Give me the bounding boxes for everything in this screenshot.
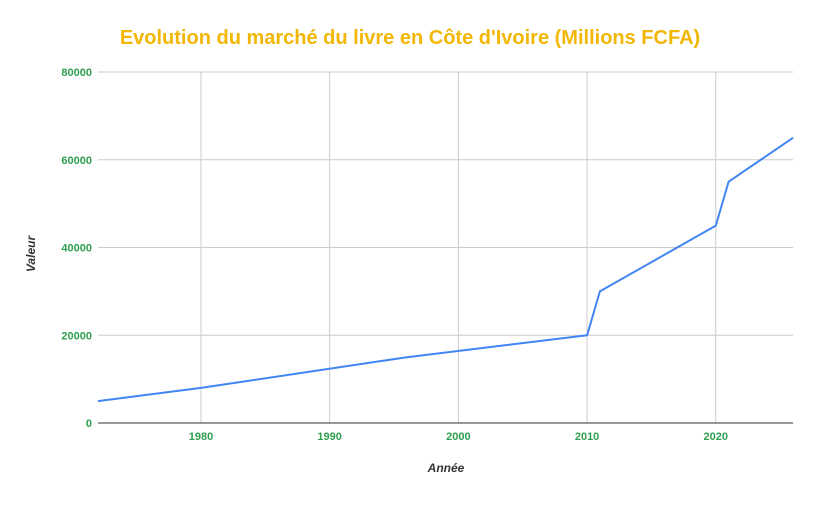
x-tick-label: 1990 [317, 431, 341, 443]
x-tick-label: 1980 [189, 431, 213, 443]
x-axis-label: Année [427, 461, 465, 475]
chart-title: Evolution du marché du livre en Côte d'I… [120, 27, 700, 49]
x-tick-label: 2020 [704, 431, 728, 443]
x-axis-ticks: 1980 1990 2000 2010 2020 [189, 431, 728, 443]
x-tick-label: 2000 [446, 431, 470, 443]
y-tick-label: 20000 [61, 330, 92, 342]
y-tick-label: 80000 [61, 67, 92, 79]
y-tick-label: 40000 [61, 243, 92, 255]
y-tick-label: 60000 [61, 155, 92, 167]
y-axis-ticks: 0 20000 40000 60000 80000 [61, 67, 92, 430]
y-axis-label: Valeur [24, 235, 38, 273]
series-layer [97, 136, 794, 403]
gridlines [98, 71, 793, 424]
series-line [97, 136, 794, 403]
x-tick-label: 2010 [575, 431, 599, 443]
y-tick-label: 0 [86, 418, 92, 430]
